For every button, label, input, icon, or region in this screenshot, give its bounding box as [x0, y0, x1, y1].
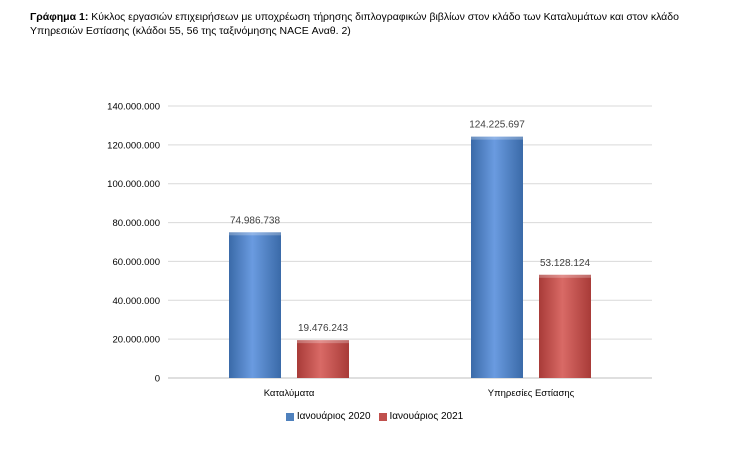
bar-highlight — [539, 274, 591, 278]
y-tick-label: 80.000.000 — [112, 218, 160, 229]
legend-swatch — [285, 412, 294, 421]
bar-highlight — [297, 340, 349, 344]
y-tick-label: 100.000.000 — [107, 179, 160, 190]
y-tick-label: 120.000.000 — [107, 140, 160, 151]
bar-2020 — [471, 136, 523, 378]
labels: 0 20.000.000 40.000.000 60.000.000 80.000.00… — [107, 102, 590, 400]
legend: Ιανουάριος 2020 Ιανουάριος 2021 — [0, 411, 749, 424]
legend-label: Ιανουάριος 2021 — [389, 411, 464, 422]
legend-swatch — [378, 412, 387, 421]
bar-2020 — [229, 232, 281, 378]
data-label: 53.128.124 — [540, 258, 590, 269]
legend-label: Ιανουάριος 2020 — [296, 411, 371, 422]
data-label: 124.225.697 — [469, 120, 525, 131]
bar-2021 — [297, 340, 349, 378]
legend-item: Ιανουάριος 2020 — [285, 411, 371, 422]
caption-label: Γράφημα 1: — [30, 11, 89, 23]
y-tick-label: 0 — [155, 374, 160, 385]
bars — [229, 136, 591, 378]
bar-highlight — [229, 232, 281, 236]
y-tick-label: 40.000.000 — [112, 296, 160, 307]
bar-2021 — [539, 274, 591, 378]
y-tick-label: 20.000.000 — [112, 335, 160, 346]
legend-item: Ιανουάριος 2021 — [378, 411, 464, 422]
data-label: 19.476.243 — [298, 323, 348, 334]
y-tick-label: 60.000.000 — [112, 257, 160, 268]
x-tick-label: Καταλύματα — [264, 388, 315, 399]
chart-caption: Γράφημα 1: Κύκλος εργασιών επιχειρήσεων … — [30, 10, 730, 38]
bar-highlight — [471, 136, 523, 140]
caption-text: Κύκλος εργασιών επιχειρήσεων με υποχρέωσ… — [30, 11, 679, 37]
x-tick-label: Υπηρεσίες Εστίασης — [488, 388, 575, 399]
data-label: 74.986.738 — [230, 215, 280, 226]
y-tick-label: 140.000.000 — [107, 102, 160, 113]
